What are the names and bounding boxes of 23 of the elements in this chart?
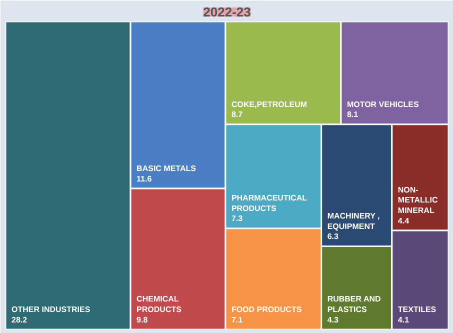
category-label: NON-METALLIC MINERAL — [398, 185, 438, 216]
data-label: 7.3 — [231, 214, 244, 224]
category-label: RUBBER AND PLASTICS — [327, 294, 382, 314]
category-label: PHARMACEUTICAL PRODUCTS — [231, 194, 308, 213]
data-label: 28.2 — [12, 315, 28, 324]
text: 2022-23 — [203, 4, 251, 20]
data-label: 8.1 — [346, 110, 359, 120]
category-label: CHEMICAL PRODUCTS — [136, 294, 182, 314]
category-label: MOTOR VEHICLES — [346, 100, 420, 109]
category-label: FOOD PRODUCTS — [231, 305, 302, 314]
data-label: 4.1 — [398, 315, 410, 324]
data-label: 7.1 — [231, 315, 244, 324]
category-label: BASIC METALS — [136, 164, 197, 173]
data-label: 4.3 — [327, 315, 339, 324]
data-label: 6.3 — [327, 232, 339, 242]
category-label: OTHER INDUSTRIES — [12, 305, 91, 314]
data-label: 8.7 — [231, 110, 244, 120]
data-label: 4.4 — [398, 216, 410, 226]
data-label: 11.6 — [136, 174, 152, 184]
category-label: MACHINERY , EQUIPMENT — [327, 211, 380, 231]
category-label: COKE,PETROLEUM — [231, 100, 308, 109]
category-label: TEXTILES — [398, 305, 437, 314]
data-label: 9.8 — [136, 315, 148, 324]
